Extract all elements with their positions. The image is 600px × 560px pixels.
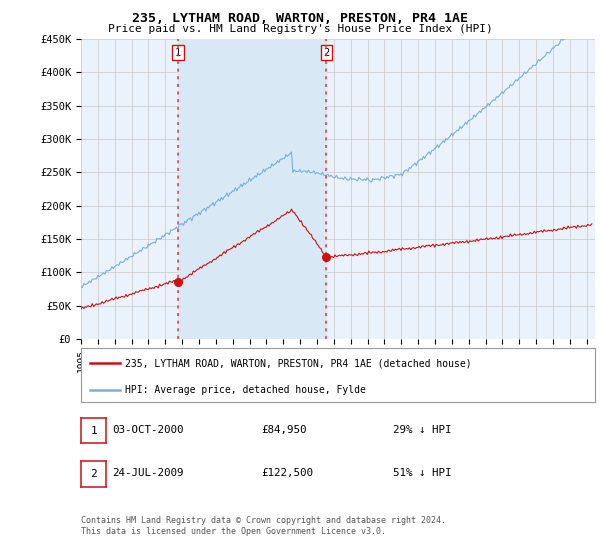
Text: 24-JUL-2009: 24-JUL-2009 xyxy=(112,468,184,478)
Text: Contains HM Land Registry data © Crown copyright and database right 2024.: Contains HM Land Registry data © Crown c… xyxy=(81,516,446,525)
Text: 03-OCT-2000: 03-OCT-2000 xyxy=(112,424,184,435)
Text: 235, LYTHAM ROAD, WARTON, PRESTON, PR4 1AE (detached house): 235, LYTHAM ROAD, WARTON, PRESTON, PR4 1… xyxy=(125,358,472,368)
Text: 1: 1 xyxy=(175,48,181,58)
Text: 2: 2 xyxy=(323,48,329,58)
Text: 2: 2 xyxy=(90,469,97,479)
Text: 51% ↓ HPI: 51% ↓ HPI xyxy=(393,468,452,478)
Text: 1: 1 xyxy=(90,426,97,436)
Text: Price paid vs. HM Land Registry's House Price Index (HPI): Price paid vs. HM Land Registry's House … xyxy=(107,24,493,34)
Text: 235, LYTHAM ROAD, WARTON, PRESTON, PR4 1AE: 235, LYTHAM ROAD, WARTON, PRESTON, PR4 1… xyxy=(132,12,468,25)
Text: HPI: Average price, detached house, Fylde: HPI: Average price, detached house, Fyld… xyxy=(125,385,365,395)
Text: This data is licensed under the Open Government Licence v3.0.: This data is licensed under the Open Gov… xyxy=(81,528,386,536)
Bar xyxy=(178,39,326,339)
Text: 29% ↓ HPI: 29% ↓ HPI xyxy=(393,424,452,435)
Text: £122,500: £122,500 xyxy=(261,468,313,478)
Text: £84,950: £84,950 xyxy=(261,424,307,435)
